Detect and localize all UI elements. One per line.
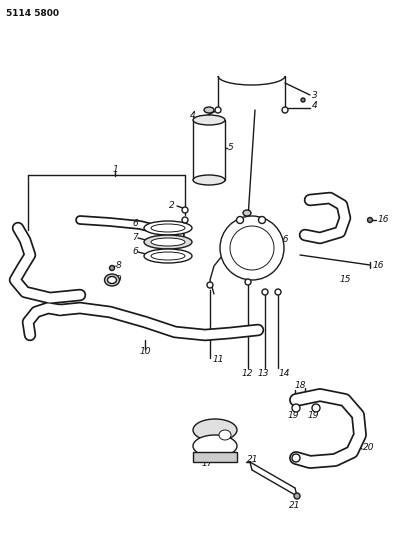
Bar	[193, 120, 225, 180]
Circle shape	[312, 404, 320, 412]
Text: 11: 11	[213, 356, 224, 365]
Ellipse shape	[144, 249, 192, 263]
Text: 5114 5800: 5114 5800	[6, 9, 59, 18]
Text: 12: 12	[242, 368, 253, 377]
Text: 4: 4	[190, 110, 196, 119]
Text: 6: 6	[132, 246, 138, 255]
Circle shape	[259, 216, 266, 223]
Text: 21: 21	[289, 502, 301, 511]
Text: 18: 18	[294, 381, 306, 390]
Text: 13: 13	[258, 368, 270, 377]
Text: 15: 15	[340, 276, 352, 285]
Ellipse shape	[107, 277, 117, 284]
Ellipse shape	[193, 115, 225, 125]
Text: 9: 9	[116, 276, 122, 285]
Text: 5: 5	[228, 143, 234, 152]
Circle shape	[109, 265, 115, 271]
Text: 17: 17	[201, 458, 213, 467]
Circle shape	[237, 216, 244, 223]
Text: 1: 1	[112, 166, 118, 174]
Ellipse shape	[243, 210, 251, 216]
Circle shape	[282, 107, 288, 113]
Text: 19: 19	[288, 410, 299, 419]
Text: 16: 16	[278, 236, 290, 245]
Circle shape	[292, 404, 300, 412]
Text: 16: 16	[373, 261, 384, 270]
Ellipse shape	[193, 175, 225, 185]
Ellipse shape	[144, 235, 192, 249]
Circle shape	[294, 493, 300, 499]
Circle shape	[262, 289, 268, 295]
Circle shape	[220, 216, 284, 280]
Text: 6: 6	[132, 219, 138, 228]
Circle shape	[215, 107, 221, 113]
Ellipse shape	[204, 107, 214, 113]
Circle shape	[207, 282, 213, 288]
Text: 7: 7	[132, 232, 138, 241]
Ellipse shape	[144, 221, 192, 235]
Circle shape	[182, 207, 188, 213]
Text: 14: 14	[279, 368, 290, 377]
Circle shape	[368, 217, 373, 222]
Text: 21: 21	[247, 456, 259, 464]
Circle shape	[182, 217, 188, 223]
Ellipse shape	[151, 224, 185, 232]
Text: 19: 19	[308, 410, 319, 419]
Circle shape	[292, 454, 300, 462]
Circle shape	[275, 289, 281, 295]
Text: 4: 4	[312, 101, 318, 109]
Text: 3: 3	[312, 91, 318, 100]
Text: 10: 10	[139, 348, 151, 357]
Ellipse shape	[104, 274, 120, 286]
Bar	[193, 452, 237, 462]
Ellipse shape	[219, 430, 231, 440]
Text: 16: 16	[378, 215, 390, 224]
Ellipse shape	[151, 238, 185, 246]
Text: 20: 20	[363, 443, 375, 453]
Circle shape	[301, 98, 305, 102]
Text: 2: 2	[169, 200, 175, 209]
Text: 8: 8	[116, 261, 122, 270]
Ellipse shape	[193, 419, 237, 441]
Circle shape	[245, 279, 251, 285]
Ellipse shape	[151, 252, 185, 260]
Ellipse shape	[193, 435, 237, 457]
